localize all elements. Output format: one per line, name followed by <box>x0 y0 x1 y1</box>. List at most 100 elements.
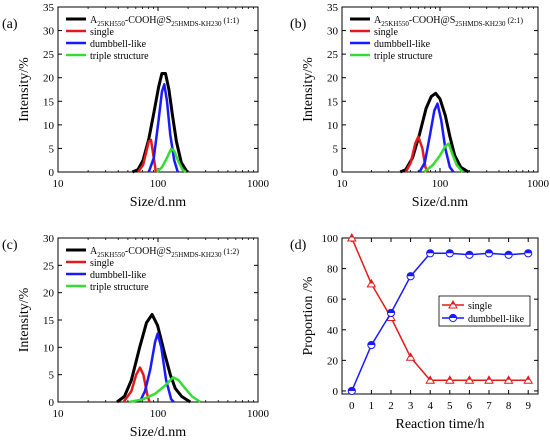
data-point-fill <box>426 249 434 254</box>
y-tick-label: 10 <box>43 120 55 132</box>
x-tick-label: 5 <box>447 400 453 412</box>
panel-label: (c) <box>2 238 18 253</box>
legend: A25KH550-COOH@S25HMDS-KH230 (1:1)singled… <box>66 15 239 62</box>
legend-label-main: A25KH550-COOH@S25HMDS-KH230 (1:2) <box>90 246 239 259</box>
series-triple-structure <box>156 147 187 174</box>
legend-label-part: -COOH@S <box>125 246 171 257</box>
series-line <box>122 366 151 403</box>
series-single <box>122 366 151 403</box>
series-single <box>346 232 534 384</box>
legend-label: triple structure <box>90 51 149 62</box>
legend-label: dumbbell-like <box>90 270 147 281</box>
x-tick-label: 100 <box>150 178 167 190</box>
x-tick-label: 10 <box>337 178 349 190</box>
y-tick-label: 20 <box>43 288 55 300</box>
series-dumbbell-like <box>138 332 175 403</box>
data-point-fill <box>506 376 511 380</box>
series-line <box>116 313 192 404</box>
y-axis-label: Proportion /% <box>301 276 316 355</box>
data-point-fill <box>467 376 472 380</box>
legend-label: triple structure <box>90 282 149 293</box>
data-point-fill <box>447 376 452 380</box>
y-tick-label: 35 <box>43 2 55 14</box>
series-main <box>116 313 192 404</box>
y-tick-label: 15 <box>43 315 55 327</box>
legend-label: dumbbell-like <box>374 39 431 50</box>
y-tick-label: 15 <box>327 96 339 108</box>
legend-label-main: A25KH550-COOH@S25HMDS-KH230 (2:1) <box>374 15 523 28</box>
y-tick-label: 5 <box>333 143 339 155</box>
data-point-fill <box>524 249 532 254</box>
y-tick-label: 5 <box>49 143 55 155</box>
panel-label: (d) <box>290 238 307 253</box>
legend-label-part: A <box>374 15 382 26</box>
data-point-fill <box>485 249 493 254</box>
data-point-fill <box>407 272 415 277</box>
series-dumbbell-like <box>147 83 179 173</box>
x-tick-label: 100 <box>150 408 167 420</box>
y-axis-label: Intensity/% <box>17 287 32 352</box>
y-tick-label: 100 <box>322 233 339 245</box>
data-point-fill <box>387 309 395 313</box>
data-point-fill <box>465 251 473 255</box>
legend-marker-fill <box>449 314 457 318</box>
y-tick-label: 5 <box>49 370 55 382</box>
legend-label-part: 25KH550 <box>97 251 125 259</box>
series-single <box>404 135 430 173</box>
legend-label-part: A <box>90 246 98 257</box>
series-line <box>156 147 187 174</box>
legend-label-main: A25KH550-COOH@S25HMDS-KH230 (1:1) <box>90 15 239 28</box>
x-tick-label: 100 <box>432 178 449 190</box>
panel-label: (b) <box>290 17 307 32</box>
x-tick-label: 7 <box>486 400 492 412</box>
y-tick-label: 0 <box>49 167 55 179</box>
series-main <box>131 72 189 174</box>
legend-marker-fill <box>451 301 455 305</box>
series-line <box>404 135 430 173</box>
y-tick-label: 20 <box>327 355 339 367</box>
legend-label-part: 25HMDS-KH230 <box>455 20 506 28</box>
panel-c: (c) 0 5 10 15 20 25 30 10 100 1000 Size/d.nm Intensi… <box>2 233 270 440</box>
x-axis-label: Size/d.nm <box>130 195 186 210</box>
y-tick-label: 20 <box>327 73 339 85</box>
series-line <box>128 376 202 404</box>
x-axis-label: Size/d.nm <box>412 195 468 210</box>
y-tick-label: 20 <box>43 73 55 85</box>
legend-label-part: (1:2) <box>221 247 239 256</box>
legend-label: single <box>90 258 114 269</box>
x-tick-label: 9 <box>525 400 531 412</box>
series-dumbbell-like <box>347 249 533 396</box>
y-tick-label: 15 <box>43 96 55 108</box>
legend-label-part: -COOH@S <box>125 15 171 26</box>
legend: A25KH550-COOH@S25HMDS-KH230 (1:2)singled… <box>66 246 239 293</box>
x-tick-label: 8 <box>506 400 512 412</box>
legend-label-part: 25KH550 <box>381 20 409 28</box>
panel-b: (b) 0 5 10 15 20 25 30 35 10 100 1000 Size/d.nm Inten… <box>290 2 550 210</box>
y-tick-label: 10 <box>327 120 339 132</box>
y-tick-label: 60 <box>327 294 339 306</box>
legend-label-part: -COOH@S <box>409 15 455 26</box>
y-tick-label: 25 <box>43 260 55 272</box>
legend-label-part: 25KH550 <box>97 20 125 28</box>
y-tick-label: 35 <box>327 2 339 14</box>
x-axis-label: Reaction time/h <box>395 417 484 432</box>
data-point-fill <box>526 376 531 380</box>
series-triple-structure <box>128 376 202 404</box>
y-axis-label: Intensity/% <box>17 57 32 122</box>
legend-label-part: 25HMDS-KH230 <box>171 20 222 28</box>
plot-frame <box>57 237 259 403</box>
x-tick-label: 1000 <box>527 178 550 190</box>
panel-a: (a) 0 5 10 15 20 25 30 35 10 100 1000 Size/d.nm Inten… <box>2 2 270 210</box>
y-tick-label: 0 <box>49 397 55 409</box>
x-tick-label: 10 <box>53 178 65 190</box>
legend-label: dumbbell-like <box>468 314 525 325</box>
y-tick-label: 0 <box>333 386 339 398</box>
x-tick-label: 1000 <box>247 408 270 420</box>
y-tick-label: 40 <box>327 325 339 337</box>
x-tick-label: 6 <box>467 400 473 412</box>
x-axis-label: Size/d.nm <box>130 425 186 440</box>
series-dumbbell-like <box>418 102 455 173</box>
legend-label-part: (2:1) <box>505 16 523 25</box>
panel-d: (d) 0 20 40 60 80 100 0 1 2 3 4 5 6 7 8 9 Reaction time/h… <box>290 232 539 432</box>
